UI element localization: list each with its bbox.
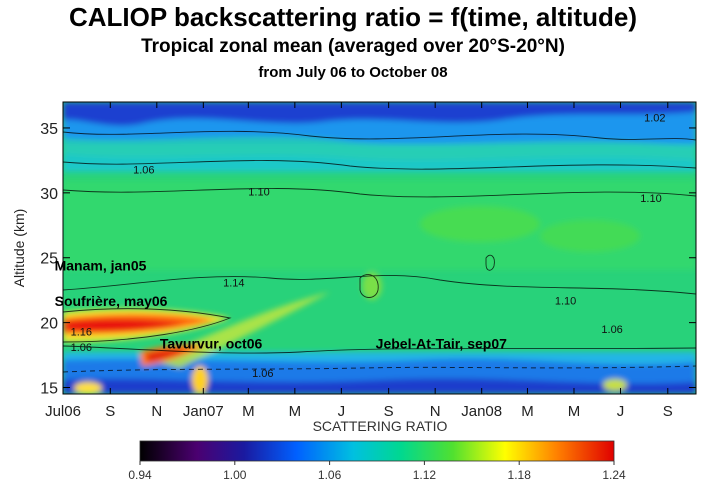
colorbar (139, 440, 615, 462)
x-tick-label: Jul06 (45, 403, 81, 420)
volcano-annotation: Manam, jan05 (55, 258, 147, 274)
volcano-annotations: Manam, jan05 Soufrière, may06 Tavurvur, oc… (55, 258, 508, 352)
x-tick-label: J (617, 403, 625, 420)
colorbar-ticks: 0.94 1.00 1.06 1.12 1.18 1.24 (128, 461, 626, 482)
x-tick-label: J (338, 403, 346, 420)
contour-label: 1.10 (248, 186, 269, 198)
x-tick-label: S (105, 403, 115, 420)
x-tick-label: M (568, 403, 581, 420)
colorbar-tick-label: 1.00 (223, 468, 247, 482)
scattering-ratio-field (63, 102, 696, 394)
contour-label: 1.10 (555, 295, 576, 307)
chart-title: CALIOP backscattering ratio = f(time, al… (68, 2, 638, 32)
colorbar-tick-label: 1.12 (413, 468, 437, 482)
chart-subtitle: Tropical zonal mean (averaged over 20°S-… (141, 36, 565, 57)
y-axis-label: Altitude (km) (11, 209, 27, 288)
contour-label: 1.06 (71, 342, 92, 354)
x-tick-label: N (151, 403, 162, 420)
x-tick-label: S (384, 403, 394, 420)
contour-label: 1.06 (601, 324, 622, 336)
x-tick-label: M (242, 403, 255, 420)
x-tick-label: S (663, 403, 673, 420)
colorbar-tick-label: 1.24 (602, 468, 626, 482)
contour-labels: 1.06 1.10 1.14 1.16 1.06 1.06 1.10 1.06 1.10 1.02 (71, 112, 666, 380)
contour-label: 1.06 (252, 368, 273, 380)
y-tick-label: 25 (40, 251, 58, 268)
colorbar-tick-label: 0.94 (128, 468, 152, 482)
y-tick-label: 15 (40, 381, 58, 398)
x-tick-label: Jan08 (461, 403, 502, 420)
chart-date-range: from July 06 to October 08 (258, 64, 448, 81)
contour-label: 1.06 (133, 164, 154, 176)
plot-frame (62, 101, 697, 395)
x-tick-label: Jan07 (183, 403, 224, 420)
x-axis-ticks: Jul06 S N Jan07 M M J S N Jan08 M M J S (45, 403, 673, 420)
y-tick-marks (63, 127, 696, 389)
contour-label: 1.02 (644, 112, 665, 124)
colorbar-tick-label: 1.18 (508, 468, 532, 482)
contour-label: 1.16 (71, 327, 92, 339)
volcano-annotation: Jebel-At-Tair, sep07 (376, 336, 507, 352)
contour-label: 1.10 (640, 193, 661, 205)
x-tick-label: M (289, 403, 302, 420)
colorbar-tick-label: 1.06 (318, 468, 342, 482)
y-tick-label: 30 (40, 186, 58, 203)
volcano-annotation: Soufrière, may06 (55, 293, 168, 309)
y-tick-label: 20 (40, 316, 58, 333)
volcano-annotation: Tavurvur, oct06 (160, 336, 263, 352)
x-tick-label: N (430, 403, 441, 420)
contour-label: 1.14 (223, 277, 244, 289)
colorbar-label: SCATTERING RATIO (313, 418, 448, 434)
x-tick-marks (62, 102, 669, 394)
x-tick-label: M (521, 403, 534, 420)
y-axis-ticks: 15 20 25 30 35 (40, 121, 58, 398)
y-tick-label: 35 (40, 121, 58, 138)
